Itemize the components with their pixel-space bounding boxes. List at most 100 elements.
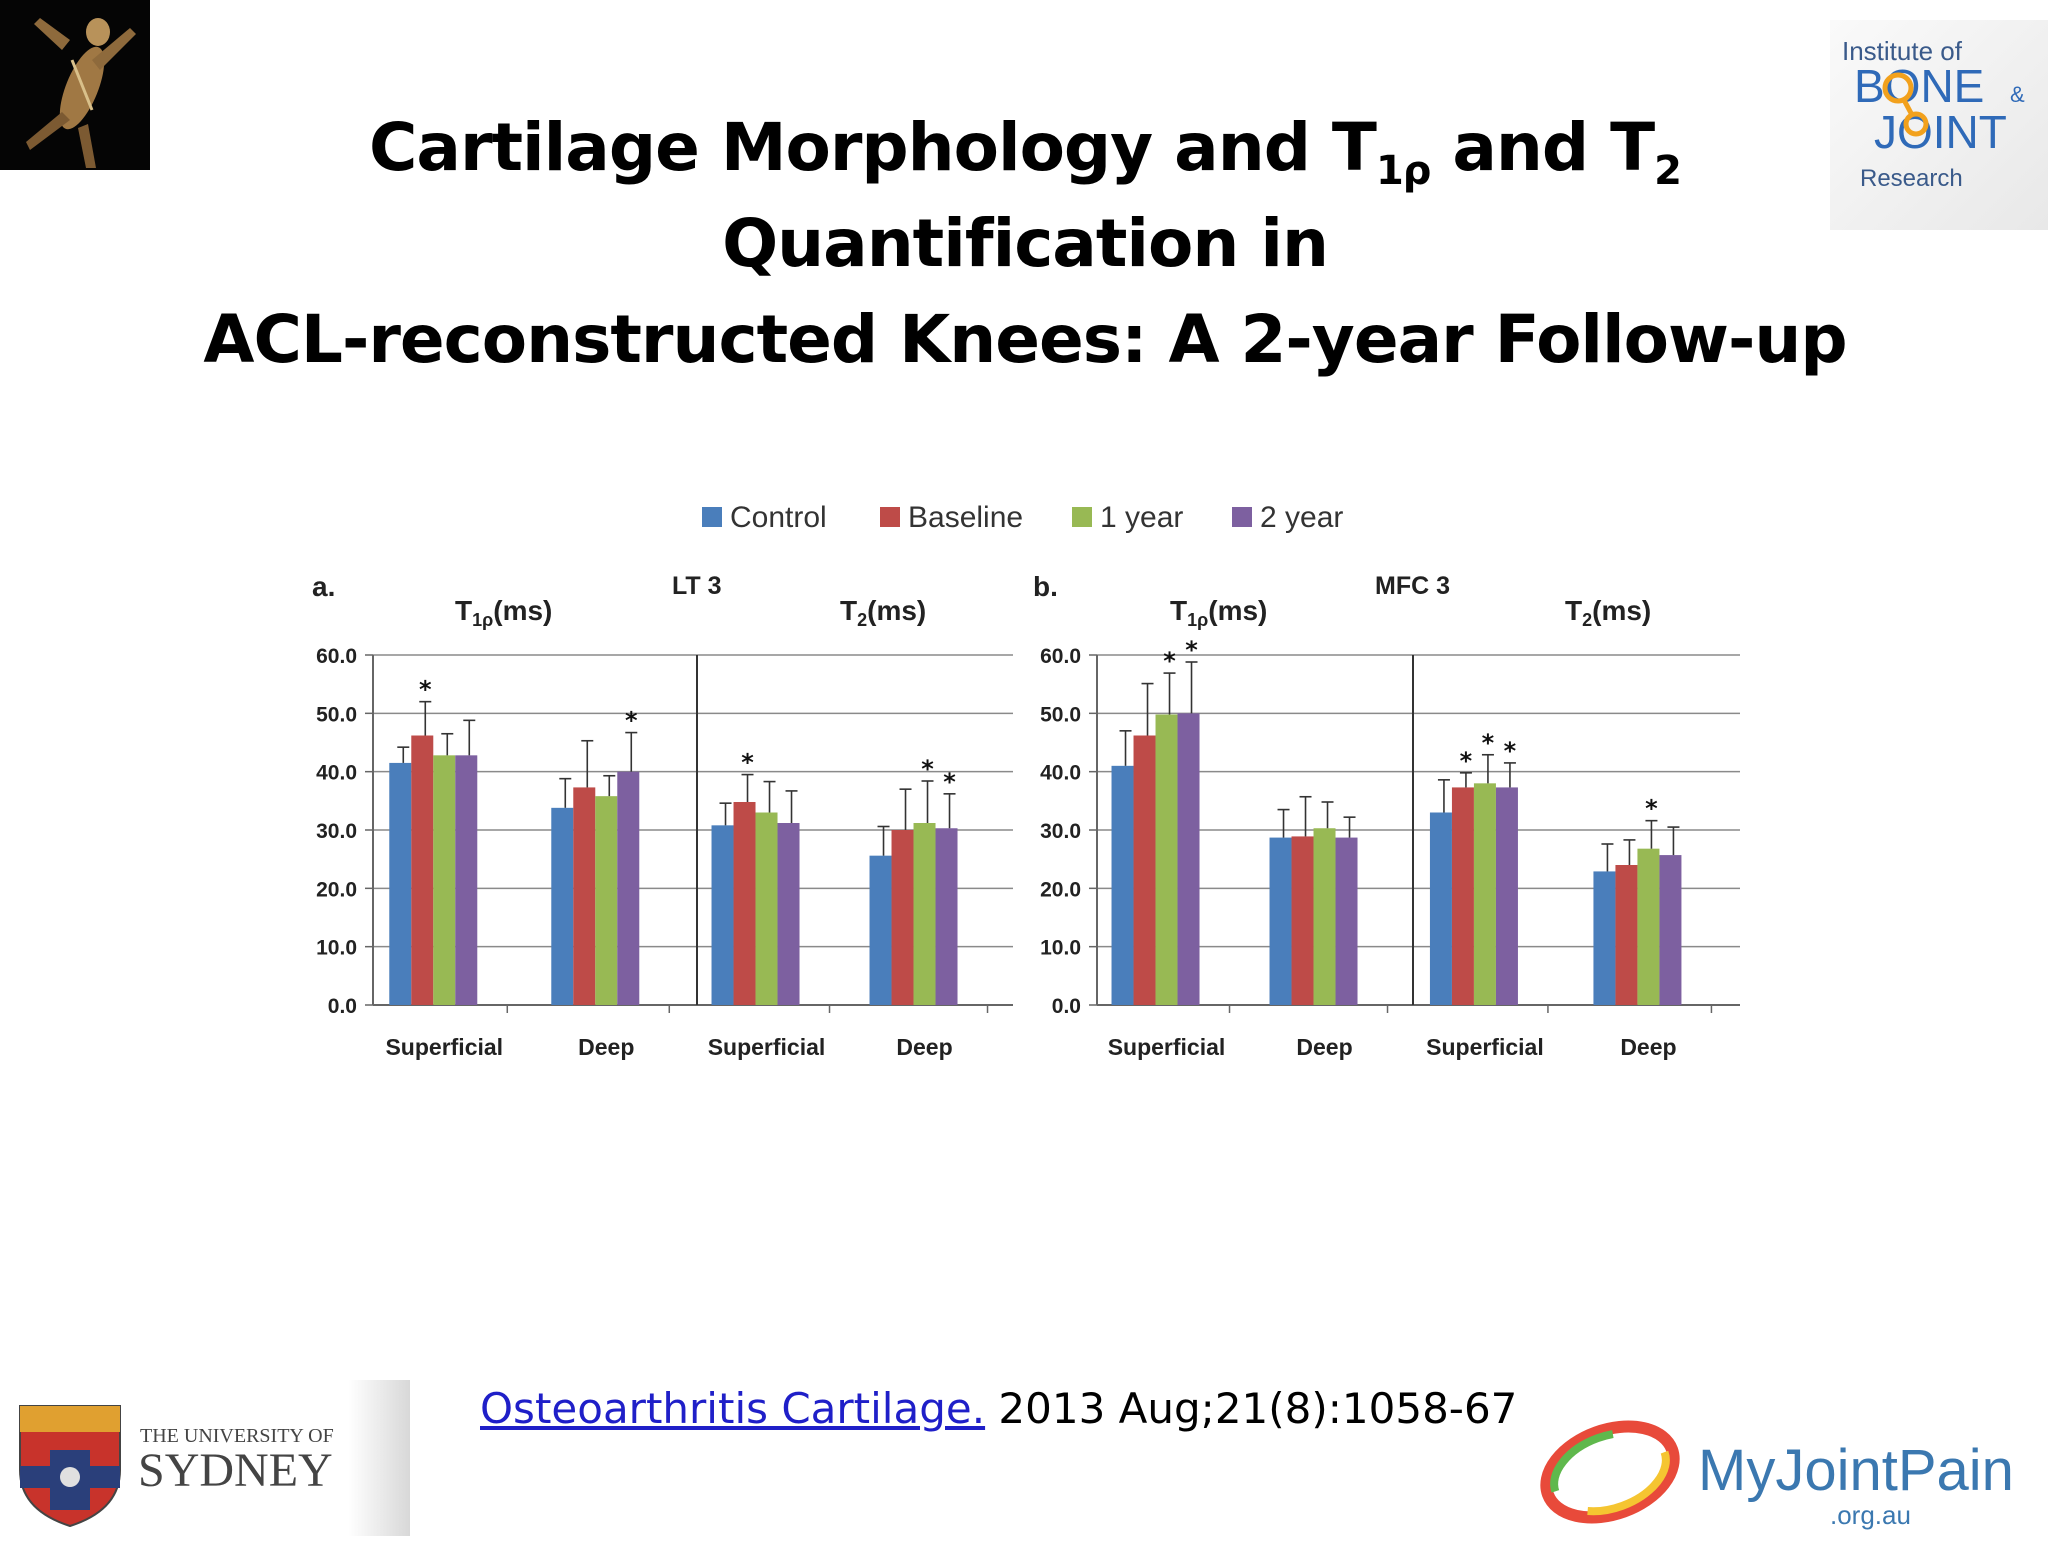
panel-region-1: MFC 3	[1375, 572, 1450, 600]
bar-1-year	[913, 823, 936, 1005]
y-tick-label: 60.0	[316, 645, 357, 668]
category-label: Deep	[578, 1034, 634, 1060]
bar-baseline	[1451, 787, 1474, 1005]
bar-control	[1593, 871, 1616, 1005]
ibjr-line4: Research	[1860, 165, 1963, 192]
bar-baseline	[733, 802, 756, 1005]
category-label: Superficial	[385, 1034, 503, 1060]
bar-control	[551, 807, 574, 1005]
legend-label-0: Control	[730, 501, 827, 534]
legend-swatch-3	[1232, 507, 1252, 527]
bar-baseline	[573, 787, 596, 1005]
category-label: Superficial	[1108, 1034, 1226, 1060]
legend-label-1: Baseline	[908, 501, 1023, 534]
bar-control	[1429, 812, 1452, 1005]
significance-marker: *	[1460, 747, 1473, 775]
usyd-line2: SYDNEY	[138, 1444, 333, 1497]
citation-link[interactable]: Osteoarthritis Cartilage.	[480, 1384, 986, 1433]
legend-swatch-1	[880, 507, 900, 527]
legend-swatch-2	[1072, 507, 1092, 527]
significance-marker: *	[419, 676, 432, 704]
bar-2-year	[1659, 855, 1682, 1005]
bar-1-year	[1473, 783, 1496, 1005]
significance-marker: *	[1504, 737, 1517, 765]
bar-baseline	[1133, 735, 1156, 1005]
subplot-title-1-1: T2(ms)	[1565, 595, 1651, 630]
category-label: Superficial	[1426, 1034, 1544, 1060]
ibjr-logo: Institute of BONE & JOINT Research	[1830, 20, 2048, 230]
category-label: Deep	[1296, 1034, 1352, 1060]
bar-control	[389, 762, 412, 1005]
y-tick-label: 20.0	[1040, 878, 1081, 901]
subplot-title-1-0: T1ρ(ms)	[1170, 595, 1267, 630]
ibjr-line2: BONE	[1854, 60, 1984, 112]
ibjr-line1: Institute of	[1842, 36, 1963, 66]
category-label: Superficial	[708, 1034, 826, 1060]
bar-control	[869, 855, 892, 1005]
subplot-title-0-1: T2(ms)	[840, 595, 926, 630]
panel-label-1: b.	[1033, 571, 1058, 602]
y-tick-label: 10.0	[1040, 937, 1081, 960]
bar-control	[711, 825, 734, 1005]
bar-1-year	[595, 796, 618, 1005]
bar-baseline	[1291, 836, 1314, 1005]
category-label: Deep	[1620, 1034, 1676, 1060]
significance-marker: *	[1185, 636, 1198, 664]
significance-marker: *	[1482, 729, 1495, 757]
bar-1-year	[1637, 848, 1660, 1005]
legend-label-3: 2 year	[1260, 501, 1343, 534]
bar-2-year	[1495, 787, 1518, 1005]
bar-2-year	[1335, 837, 1358, 1005]
myjointpain-logo: MyJointPain .org.au	[1530, 1400, 2048, 1536]
category-label: Deep	[896, 1034, 952, 1060]
legend-label-2: 1 year	[1100, 501, 1183, 534]
panel-region-0: LT 3	[672, 572, 722, 600]
y-tick-label: 10.0	[316, 937, 357, 960]
significance-marker: *	[625, 707, 638, 735]
bar-1-year	[1155, 714, 1178, 1005]
bar-control	[1269, 837, 1292, 1005]
significance-marker: *	[1645, 795, 1658, 823]
significance-marker: *	[741, 749, 754, 777]
myjointpain-domain: .org.au	[1830, 1500, 1911, 1530]
ibjr-amp: &	[2010, 82, 2025, 107]
bar-2-year	[935, 828, 958, 1005]
usyd-line1: THE UNIVERSITY OF	[140, 1425, 334, 1447]
bar-2-year	[777, 823, 800, 1005]
y-tick-label: 50.0	[316, 703, 357, 726]
panel-label-0: a.	[312, 571, 335, 602]
significance-marker: *	[943, 768, 956, 796]
y-tick-label: 0.0	[328, 995, 357, 1018]
bar-1-year	[433, 755, 456, 1005]
y-tick-label: 40.0	[316, 762, 357, 785]
bar-baseline	[411, 735, 434, 1005]
citation: Osteoarthritis Cartilage. 2013 Aug;21(8)…	[480, 1384, 1517, 1433]
y-tick-label: 30.0	[1040, 820, 1081, 843]
title-line-1: Cartilage Morphology and T1ρ and T2 Quan…	[368, 109, 1682, 282]
y-tick-label: 50.0	[1040, 703, 1081, 726]
ibjr-line3: JOINT	[1874, 106, 2007, 158]
bar-control	[1111, 765, 1134, 1005]
bar-2-year	[455, 755, 478, 1005]
bar-2-year	[617, 771, 640, 1005]
y-tick-label: 60.0	[1040, 645, 1081, 668]
myjointpain-name: MyJointPain	[1698, 1438, 2014, 1503]
subplot-title-0-0: T1ρ(ms)	[455, 595, 552, 630]
slide-title: Cartilage Morphology and T1ρ and T2 Quan…	[130, 100, 1920, 388]
university-of-sydney-logo: THE UNIVERSITY OF SYDNEY	[0, 1380, 410, 1536]
bar-1-year	[1313, 828, 1336, 1005]
bar-2-year	[1177, 713, 1200, 1005]
y-tick-label: 30.0	[316, 820, 357, 843]
title-line-2: ACL-reconstructed Knees: A 2-year Follow…	[203, 301, 1847, 378]
anatomy-figure-image	[0, 0, 150, 170]
citation-details: 2013 Aug;21(8):1058-67	[985, 1384, 1518, 1433]
significance-marker: *	[921, 755, 934, 783]
y-tick-label: 20.0	[316, 878, 357, 901]
y-tick-label: 0.0	[1052, 995, 1081, 1018]
legend-swatch-0	[702, 507, 722, 527]
y-tick-label: 40.0	[1040, 762, 1081, 785]
significance-marker: *	[1163, 647, 1176, 675]
bar-1-year	[755, 812, 778, 1005]
bar-baseline	[891, 830, 914, 1005]
